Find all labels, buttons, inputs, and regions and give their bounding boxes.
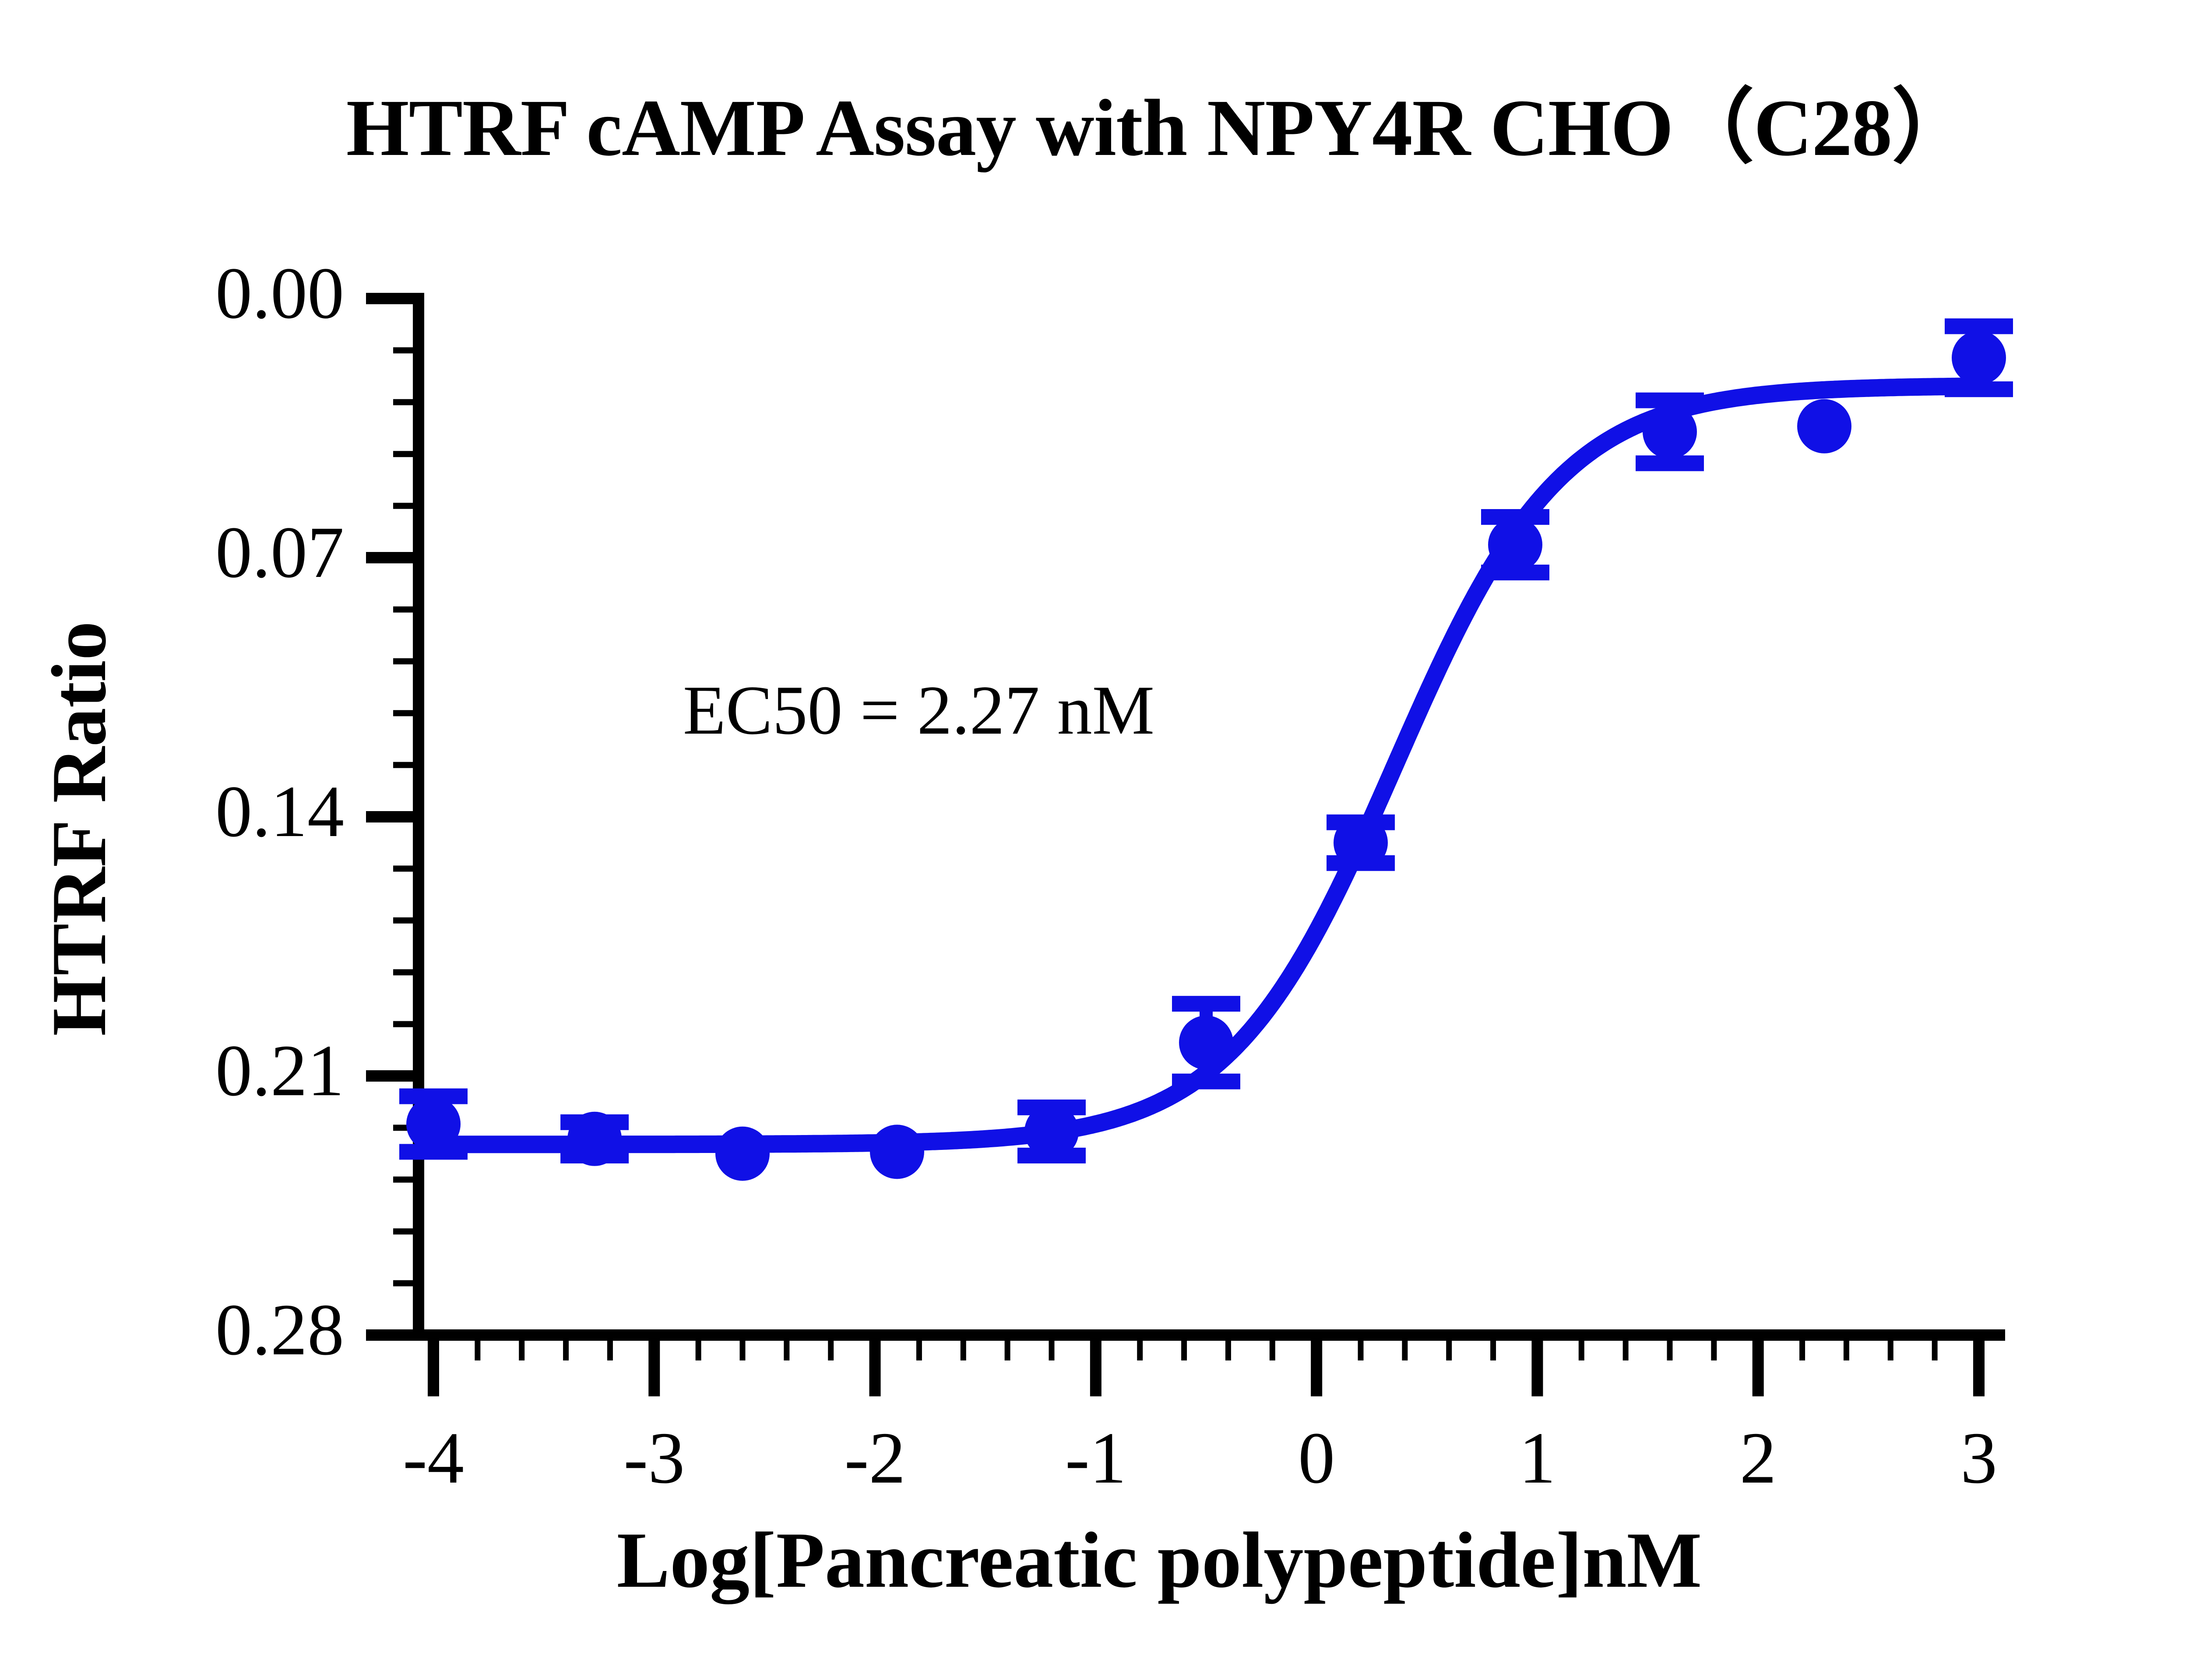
data-point-0 bbox=[406, 1097, 461, 1151]
data-point-6 bbox=[1334, 815, 1388, 870]
ec50-annotation: EC50 = 2.27 nM bbox=[683, 671, 1154, 749]
data-point-8 bbox=[1643, 404, 1697, 459]
x-tick-label-4: 0 bbox=[1298, 1417, 1335, 1499]
data-point-10 bbox=[1952, 330, 2006, 385]
x-tick-label-1: -3 bbox=[623, 1417, 685, 1499]
x-tick-label-0: -4 bbox=[403, 1417, 464, 1499]
y-tick-label-3: 0.07 bbox=[215, 512, 344, 593]
data-point-2 bbox=[715, 1126, 770, 1181]
data-point-3 bbox=[870, 1125, 924, 1179]
chart-title: HTRF cAMP Assay with NPY4R CHO（C28） bbox=[346, 83, 1973, 173]
data-point-1 bbox=[567, 1111, 622, 1166]
x-tick-label-3: -1 bbox=[1065, 1417, 1126, 1499]
x-tick-label-7: 3 bbox=[1960, 1417, 1997, 1499]
data-point-5 bbox=[1179, 1015, 1233, 1070]
data-point-7 bbox=[1488, 517, 1542, 572]
x-tick-label-6: 2 bbox=[1739, 1417, 1777, 1499]
data-series bbox=[399, 318, 2013, 1181]
y-tick-label-2: 0.14 bbox=[215, 771, 344, 852]
y-tick-label-1: 0.21 bbox=[215, 1030, 344, 1111]
data-point-4 bbox=[1024, 1104, 1079, 1159]
y-tick-label-0: 0.28 bbox=[215, 1289, 344, 1371]
y-tick-label-4: 0.00 bbox=[215, 253, 344, 334]
data-point-9 bbox=[1797, 399, 1851, 453]
x-axis-title: Log[Pancreatic polypeptide]nM bbox=[616, 1516, 1702, 1604]
x-tick-label-5: 1 bbox=[1519, 1417, 1556, 1499]
x-tick-label-2: -2 bbox=[844, 1417, 906, 1499]
